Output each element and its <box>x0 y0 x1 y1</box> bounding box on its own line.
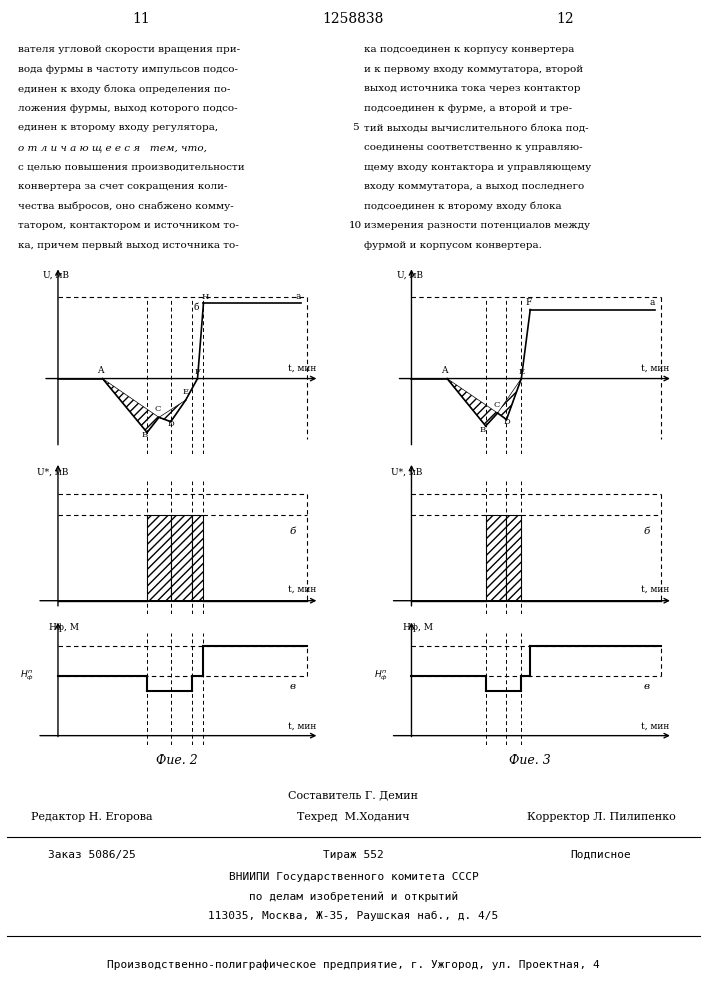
Text: ложения фурмы, выход которого подсо-: ложения фурмы, выход которого подсо- <box>18 104 238 113</box>
Text: а: а <box>296 292 301 301</box>
Text: и к первому входу коммутатора, второй: и к первому входу коммутатора, второй <box>364 65 583 74</box>
Text: в: в <box>290 682 296 691</box>
Text: D: D <box>168 420 175 428</box>
Text: щему входу контактора и управляющему: щему входу контактора и управляющему <box>364 163 591 172</box>
Text: 113035, Москва, Ж-35, Раушская наб., д. 4/5: 113035, Москва, Ж-35, Раушская наб., д. … <box>209 911 498 921</box>
Text: 12: 12 <box>557 12 574 26</box>
Text: вателя угловой скорости вращения при-: вателя угловой скорости вращения при- <box>18 45 240 54</box>
Text: A: A <box>97 366 103 375</box>
Text: Подписное: Подписное <box>571 850 631 860</box>
Text: 11: 11 <box>132 12 151 26</box>
Text: D: D <box>503 418 510 426</box>
Bar <box>486 515 506 601</box>
Text: B: B <box>141 431 147 439</box>
Text: Заказ 5086/25: Заказ 5086/25 <box>48 850 136 860</box>
Text: $H_ф^п$: $H_ф^п$ <box>21 669 34 683</box>
Bar <box>192 515 204 601</box>
Text: 1258838: 1258838 <box>323 12 384 26</box>
Text: Редактор Н. Егорова: Редактор Н. Егорова <box>31 812 153 822</box>
Text: Фие. 3: Фие. 3 <box>509 754 551 766</box>
Text: единен к входу блока определения по-: единен к входу блока определения по- <box>18 84 230 94</box>
Polygon shape <box>186 379 197 400</box>
Text: E: E <box>518 368 525 376</box>
Polygon shape <box>103 379 159 432</box>
Text: t, мин: t, мин <box>288 585 316 594</box>
Polygon shape <box>159 400 186 422</box>
Text: $H_ф^п$: $H_ф^п$ <box>374 669 387 683</box>
Text: подсоединен к второму входу блока: подсоединен к второму входу блока <box>364 201 562 211</box>
Text: фурмой и корпусом конвертера.: фурмой и корпусом конвертера. <box>364 241 542 250</box>
Text: 10: 10 <box>349 221 362 230</box>
Text: t, мин: t, мин <box>641 722 670 731</box>
Text: соединены соответственно к управляю-: соединены соответственно к управляю- <box>364 143 583 152</box>
Text: б: б <box>290 527 296 536</box>
Text: t, мин: t, мин <box>288 364 316 373</box>
Text: Составитель Г. Демин: Составитель Г. Демин <box>288 790 419 800</box>
Text: в: в <box>643 682 649 691</box>
Text: H: H <box>202 293 209 301</box>
Text: U, мВ: U, мВ <box>43 271 69 280</box>
Bar <box>171 515 192 601</box>
Text: выход источника тока через контактор: выход источника тока через контактор <box>364 84 580 93</box>
Text: t, мин: t, мин <box>641 585 670 594</box>
Text: по делам изобретений и открытий: по делам изобретений и открытий <box>249 891 458 902</box>
Text: U*, мВ: U*, мВ <box>391 467 422 476</box>
Text: F: F <box>526 298 532 307</box>
Text: E: E <box>182 388 189 396</box>
Text: конвертера за счет сокращения коли-: конвертера за счет сокращения коли- <box>18 182 227 191</box>
Text: ка, причем первый выход источника то-: ка, причем первый выход источника то- <box>18 241 238 250</box>
Text: Фие. 2: Фие. 2 <box>156 754 198 766</box>
Text: измерения разности потенциалов между: измерения разности потенциалов между <box>364 221 590 230</box>
Text: татором, контактором и источником то-: татором, контактором и источником то- <box>18 221 238 230</box>
Text: входу коммутатора, а выход последнего: входу коммутатора, а выход последнего <box>364 182 585 191</box>
Text: с целью повышения производительности: с целью повышения производительности <box>18 163 245 172</box>
Polygon shape <box>447 379 498 426</box>
Polygon shape <box>498 379 521 420</box>
Text: а: а <box>649 298 655 307</box>
Text: F: F <box>194 368 201 376</box>
Text: Нф, М: Нф, М <box>49 623 79 632</box>
Text: чества выбросов, оно снабжено комму-: чества выбросов, оно снабжено комму- <box>18 201 233 211</box>
Bar <box>147 515 171 601</box>
Bar <box>506 515 521 601</box>
Text: Тираж 552: Тираж 552 <box>323 850 384 860</box>
Text: ка подсоединен к корпусу конвертера: ка подсоединен к корпусу конвертера <box>364 45 575 54</box>
Text: C: C <box>493 401 500 409</box>
Text: о т л и ч а ю щ е е с я   тем, что,: о т л и ч а ю щ е е с я тем, что, <box>18 143 206 152</box>
Text: Техред  М.Ходанич: Техред М.Ходанич <box>297 812 410 822</box>
Text: Корректор Л. Пилипенко: Корректор Л. Пилипенко <box>527 812 675 822</box>
Text: Нф, М: Нф, М <box>402 623 433 632</box>
Text: t, мин: t, мин <box>641 364 670 373</box>
Text: C: C <box>154 405 161 413</box>
Text: t, мин: t, мин <box>288 722 316 731</box>
Text: вода фурмы в частоту импульсов подсо-: вода фурмы в частоту импульсов подсо- <box>18 65 238 74</box>
Text: Производственно-полиграфическое предприятие, г. Ужгород, ул. Проектная, 4: Производственно-полиграфическое предприя… <box>107 960 600 970</box>
Text: единен к второму входу регулятора,: единен к второму входу регулятора, <box>18 123 218 132</box>
Text: подсоединен к фурме, а второй и тре-: подсоединен к фурме, а второй и тре- <box>364 104 572 113</box>
Text: U*, мВ: U*, мВ <box>37 467 69 476</box>
Text: тий выходы вычислительного блока под-: тий выходы вычислительного блока под- <box>364 123 589 132</box>
Text: 5: 5 <box>352 123 359 132</box>
Text: б: б <box>643 527 650 536</box>
Text: B: B <box>480 426 486 434</box>
Text: ВНИИПИ Государственного комитета СССР: ВНИИПИ Государственного комитета СССР <box>228 872 479 882</box>
Text: б: б <box>193 303 199 312</box>
Text: A: A <box>441 366 448 375</box>
Text: U, мВ: U, мВ <box>397 271 423 280</box>
